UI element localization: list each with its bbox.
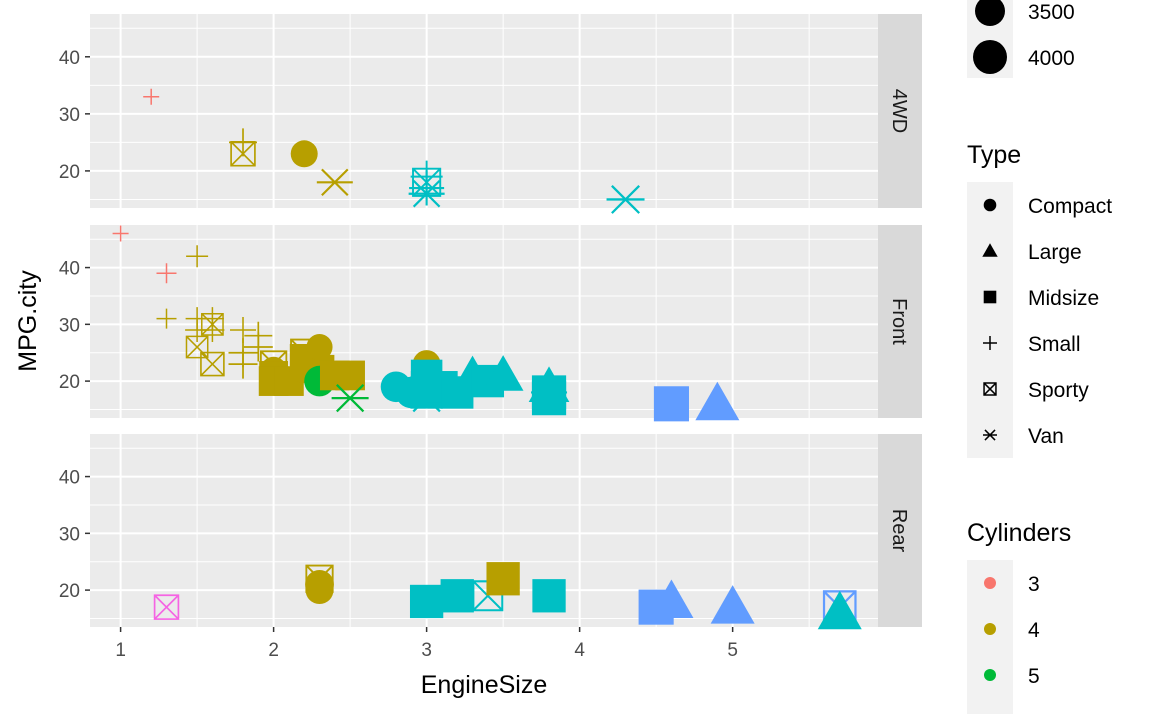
data-point [156, 263, 177, 284]
legend-size-label: 4000 [1028, 47, 1075, 70]
legend-cylinders-key [984, 577, 996, 589]
data-point [201, 312, 224, 336]
data-point [331, 384, 369, 413]
legend-cylinders: Cylinders 3 4 5 [967, 519, 1071, 714]
data-point [531, 378, 568, 407]
x-tick-label: 2 [268, 640, 279, 661]
data-point [606, 184, 645, 214]
x-tick-label: 3 [421, 640, 432, 661]
data-point [486, 562, 520, 596]
data-point [316, 168, 353, 197]
data-point [143, 88, 160, 105]
legend-type-label: Small [1028, 333, 1081, 356]
panel-background [90, 434, 878, 627]
legend-size-label: 3500 [1028, 1, 1075, 24]
legend-type-key [982, 243, 998, 257]
data-point [409, 584, 444, 619]
y-tick-label: 40 [59, 259, 80, 280]
y-tick-label: 20 [59, 162, 80, 183]
data-points [112, 88, 862, 630]
facet-strip [878, 225, 922, 418]
data-point [185, 335, 209, 359]
x-tick-label: 5 [727, 640, 738, 661]
legend-cylinders-label: 4 [1028, 619, 1040, 642]
y-tick-label: 20 [59, 372, 80, 393]
axes: 20 30 40 20 30 40 20 30 40 1 2 3 4 5 [59, 48, 738, 661]
legend-type-key [983, 336, 997, 350]
data-point [200, 351, 225, 377]
y-tick-label: 30 [59, 105, 80, 126]
legend-key-background [967, 182, 1013, 458]
data-point [200, 318, 225, 343]
legend-cylinders-label: 5 [1028, 665, 1040, 688]
legend-cylinders-key [984, 669, 996, 681]
x-axis-title: EngineSize [421, 671, 547, 699]
legend-type-key [983, 382, 997, 396]
legend-type-label: Large [1028, 241, 1082, 264]
legend-type-label: Sporty [1028, 379, 1089, 402]
data-point [649, 579, 694, 618]
legend-size-key [975, 0, 1005, 26]
facet-strip [878, 14, 922, 208]
data-point [305, 570, 334, 599]
legend-type-key [983, 429, 997, 441]
facet-strip-label: Front [888, 298, 910, 345]
data-point [409, 170, 445, 206]
legend-cylinders-title: Cylinders [967, 519, 1071, 547]
data-point [531, 381, 567, 416]
legend-size-key [973, 40, 1007, 74]
data-point [710, 585, 755, 624]
data-point [695, 381, 740, 421]
data-point [817, 590, 862, 630]
data-point [335, 360, 365, 391]
y-tick-label: 20 [59, 581, 80, 602]
panel-background [90, 14, 878, 208]
legend-type-label: Van [1028, 425, 1064, 448]
data-point [440, 579, 474, 613]
y-tick-label: 30 [59, 315, 80, 336]
legend-type-label: Midsize [1028, 287, 1099, 310]
data-point [230, 141, 256, 167]
data-point [112, 225, 129, 242]
legend-type: Type Compact Large Midsize Small Sporty Van [967, 141, 1112, 458]
facet-strips: 4WD Front Rear [878, 14, 922, 627]
data-point [290, 140, 318, 168]
data-point [186, 245, 209, 268]
legend-type-label: Compact [1028, 195, 1112, 218]
data-point [153, 594, 180, 620]
data-point [482, 355, 524, 391]
x-tick-label: 4 [574, 640, 585, 661]
data-point [653, 386, 689, 422]
data-point [156, 308, 177, 329]
legend-size: 3500 4000 [967, 0, 1075, 78]
data-point [228, 349, 258, 379]
y-tick-label: 30 [59, 524, 80, 545]
data-point [306, 333, 333, 361]
legend-type-title: Type [967, 141, 1021, 169]
data-point [532, 579, 566, 613]
y-tick-label: 40 [59, 468, 80, 489]
x-tick-label: 1 [115, 640, 126, 661]
facet-strip-label: 4WD [888, 89, 910, 133]
y-axis-title: MPG.city [14, 270, 42, 372]
facet-strip [878, 434, 922, 627]
legend-cylinders-key [984, 623, 996, 635]
facet-strip-label: Rear [888, 509, 910, 553]
legend-type-key [983, 290, 997, 304]
legend-cylinders-label: 3 [1028, 573, 1040, 596]
legend-type-key [983, 198, 997, 212]
data-point [243, 332, 273, 362]
y-tick-label: 40 [59, 48, 80, 69]
